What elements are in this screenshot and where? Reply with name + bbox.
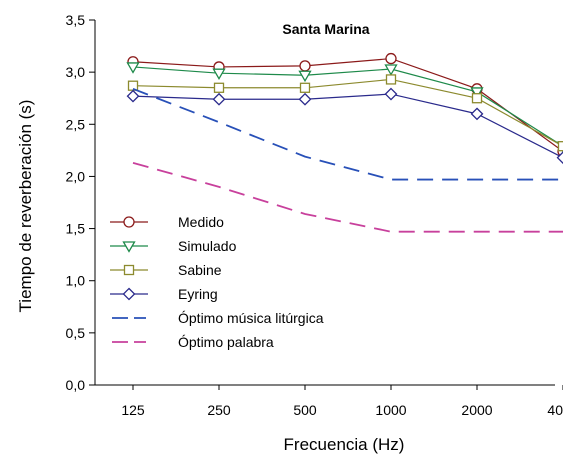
data-point [384, 87, 398, 101]
legend-item: Sabine [110, 262, 222, 278]
legend-marker [122, 241, 136, 253]
legend-item: Óptimo música litúrgica [112, 310, 324, 326]
data-point [470, 107, 484, 121]
x-tick-label: 250 [207, 402, 231, 418]
data-point [126, 89, 140, 103]
series-3 [126, 87, 563, 165]
legend-label: Sabine [178, 262, 222, 278]
data-point [213, 82, 225, 93]
legend-marker [123, 264, 135, 276]
legend-item: Óptimo palabra [112, 334, 274, 350]
legend: Medido Simulado Sabine Eyring Óptimo música … [110, 214, 324, 350]
data-point [471, 93, 483, 104]
series-line [132, 78, 563, 147]
legend-marker [122, 287, 136, 301]
legend-label: Simulado [178, 238, 237, 254]
x-axis-ticks: 125 250 500 1000 2000 4000 [121, 385, 563, 418]
y-tick-label: 3,5 [66, 12, 86, 28]
series-layer [126, 52, 563, 233]
legend-marker [123, 216, 135, 228]
series-4 [132, 87, 563, 181]
y-tick-label: 0,5 [66, 325, 86, 341]
legend-item: Simulado [110, 238, 237, 254]
series-2 [127, 74, 563, 152]
legend-label: Medido [178, 214, 224, 230]
x-tick-label: 500 [293, 402, 317, 418]
data-point [385, 74, 397, 85]
data-point [299, 82, 311, 93]
data-point [298, 70, 312, 83]
data-point [470, 87, 484, 99]
data-point [557, 141, 563, 152]
series-1 [126, 62, 563, 153]
series-line [132, 87, 563, 181]
legend-item: Eyring [110, 286, 218, 302]
series-line [132, 57, 563, 152]
data-point [299, 60, 311, 72]
data-point [384, 64, 398, 76]
data-point [126, 62, 140, 74]
y-axis-ticks: 0,0 0,5 1,0 1,5 2,0 2,5 3,0 3,5 [66, 12, 95, 393]
x-tick-label: 4000 [547, 402, 563, 418]
y-tick-label: 1,0 [66, 273, 86, 289]
x-tick-label: 2000 [461, 402, 492, 418]
legend-item: Medido [110, 214, 224, 230]
y-tick-label: 0,0 [66, 377, 86, 393]
y-axis-label: Tiempo de reverberación (s) [16, 100, 35, 313]
x-axis-label: Frecuencia (Hz) [284, 435, 405, 454]
data-point [298, 92, 312, 106]
legend-label: Óptimo palabra [178, 334, 274, 350]
data-point [385, 52, 397, 65]
legend-label: Eyring [178, 286, 218, 302]
data-point [556, 151, 563, 165]
x-tick-label: 125 [121, 402, 145, 418]
series-line [132, 93, 563, 159]
y-tick-label: 2,5 [66, 116, 86, 132]
chart-title: Santa Marina [282, 21, 369, 37]
data-point [212, 92, 226, 106]
y-tick-label: 3,0 [66, 64, 86, 80]
data-point [212, 68, 226, 80]
series-line [132, 66, 563, 147]
axes [94, 20, 555, 386]
x-tick-label: 1000 [375, 402, 406, 418]
y-tick-label: 1,5 [66, 221, 86, 237]
legend-label: Óptimo música litúrgica [178, 310, 324, 326]
y-tick-label: 2,0 [66, 168, 86, 184]
